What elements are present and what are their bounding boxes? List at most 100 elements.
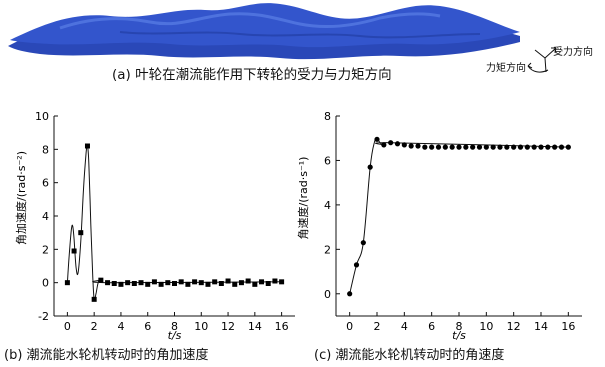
y-tick-label: 8 (324, 110, 331, 123)
data-point (435, 144, 442, 150)
data-point (463, 144, 469, 150)
surface-ridge (119, 31, 481, 39)
y-tick-label: 6 (42, 177, 49, 190)
data-point (265, 281, 271, 286)
data-point (218, 281, 224, 286)
caption-c: (c) 潮流能水轮机转动时的角速度 (314, 348, 505, 363)
data-point (394, 141, 401, 147)
data-point (449, 144, 455, 150)
x-tick-label: 12 (507, 320, 521, 333)
data-point (131, 281, 137, 286)
data-point (517, 144, 524, 150)
data-point (524, 144, 530, 150)
y-tick-label: 2 (42, 243, 49, 256)
data-point (353, 262, 360, 268)
data-point (105, 280, 111, 286)
data-point (212, 279, 218, 285)
data-point (232, 281, 238, 287)
data-point (531, 144, 537, 150)
y-tick-label: 2 (324, 243, 331, 256)
data-point (347, 291, 353, 297)
data-point (192, 279, 198, 285)
series-curve (349, 138, 569, 294)
data-point (456, 144, 462, 150)
data-point (381, 142, 387, 148)
direction-arrows (527, 47, 557, 73)
data-point (64, 280, 70, 286)
impeller-surface (8, 3, 520, 60)
data-point (78, 230, 84, 236)
x-tick-label: 4 (117, 320, 124, 333)
data-point (279, 279, 285, 285)
data-point (225, 278, 231, 284)
x-axis-label: t/s (168, 329, 182, 342)
data-point (552, 144, 558, 150)
x-tick-label: 16 (561, 320, 575, 333)
y-tick-label: 4 (324, 199, 331, 212)
data-point (185, 281, 191, 287)
caption-b: (b) 潮流能水轮机转动时的角加速度 (4, 348, 209, 363)
x-ticks: 0 2 4 6 8 10 12 14 16 (64, 312, 289, 333)
data-point (71, 248, 77, 254)
x-tick-label: 10 (194, 320, 208, 333)
x-ticks: 0 2 4 6 8 10 12 14 16 (346, 312, 575, 333)
data-point (172, 281, 177, 286)
data-point (118, 281, 124, 287)
data-point (138, 280, 144, 286)
data-point (145, 281, 151, 287)
data-point (272, 278, 278, 284)
x-tick-label: 6 (144, 320, 151, 333)
data-point (111, 281, 117, 286)
data-point (476, 144, 483, 150)
data-point (198, 280, 204, 286)
series-curve (66, 144, 282, 301)
data-point (545, 144, 551, 150)
y-tick-label: 10 (35, 110, 49, 123)
x-tick-label: 10 (479, 320, 493, 333)
data-point (205, 281, 211, 287)
x-tick-label: 0 (346, 320, 353, 333)
data-point (497, 144, 503, 150)
x-tick-label: 2 (91, 320, 98, 333)
y-tick-label: 4 (42, 210, 49, 223)
y-axis-label: 角速度/(rad·s⁻¹) (296, 157, 310, 240)
y-axis-label: 角加速度/(rad·s⁻²) (14, 151, 28, 245)
data-point (367, 164, 373, 170)
data-point (442, 144, 448, 150)
data-point (408, 143, 414, 149)
data-point (151, 279, 157, 285)
x-tick-label: 4 (401, 320, 408, 333)
data-point (429, 144, 435, 150)
y-tick-label: 0 (42, 277, 49, 290)
y-tick-label: -2 (38, 310, 49, 323)
data-point (245, 278, 251, 284)
x-tick-label: 8 (171, 320, 178, 333)
x-tick-label: 14 (248, 320, 262, 333)
data-point (422, 144, 428, 150)
y-tick-label: 6 (324, 154, 331, 167)
data-point (165, 280, 171, 286)
y-ticks: 0 2 4 6 8 (324, 110, 340, 301)
data-point (360, 240, 366, 246)
x-tick-label: 8 (456, 320, 463, 333)
x-tick-label: 14 (534, 320, 548, 333)
data-point (125, 280, 131, 286)
data-point (374, 136, 380, 142)
angular-acceleration-chart: -2 0 2 4 6 8 10 0 2 4 6 8 10 12 14 16 t/s 角加速度/(rad·s⁻… (14, 110, 295, 342)
data-point (490, 144, 496, 150)
y-tick-label: 0 (324, 288, 331, 301)
x-tick-label: 6 (428, 320, 435, 333)
data-point (252, 281, 258, 287)
surface-highlight (59, 12, 441, 30)
data-point (259, 279, 265, 285)
data-point (84, 143, 90, 149)
series-markers (347, 136, 571, 297)
data-point (178, 279, 184, 285)
surface-main (10, 3, 520, 48)
data-point (98, 277, 104, 283)
data-point (511, 144, 517, 150)
x-axis-label: t/s (452, 329, 466, 342)
data-point (483, 144, 489, 150)
data-point (415, 143, 421, 149)
